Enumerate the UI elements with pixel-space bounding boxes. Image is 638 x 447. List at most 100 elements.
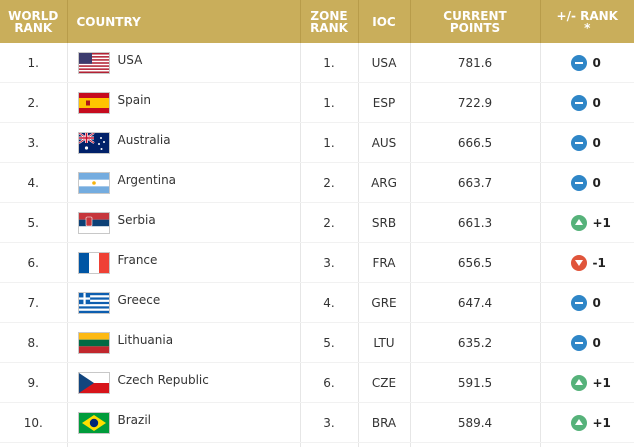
country-name[interactable]: Australia bbox=[118, 133, 171, 147]
zone-rank-cell: 2. bbox=[300, 163, 358, 203]
country-name[interactable]: USA bbox=[118, 53, 143, 67]
rank-change-cell: 0 bbox=[540, 83, 634, 123]
header-rank-change[interactable]: +/- RANK * bbox=[540, 0, 634, 43]
country-name[interactable]: Czech Republic bbox=[118, 373, 209, 387]
country-name[interactable]: Spain bbox=[118, 93, 152, 107]
minus-icon bbox=[571, 295, 587, 311]
country-cell: Spain bbox=[67, 83, 300, 123]
points-cell: 591.5 bbox=[410, 363, 540, 403]
points-cell: 781.6 bbox=[410, 43, 540, 83]
arrow-up-icon bbox=[571, 215, 587, 231]
rank-change-cell: 0 bbox=[540, 43, 634, 83]
zone-rank: 4. bbox=[323, 296, 334, 310]
ioc-code: USA bbox=[372, 56, 397, 70]
ioc-code: ESP bbox=[373, 96, 395, 110]
zone-rank: 6. bbox=[323, 376, 334, 390]
points-cell: 589.4 bbox=[410, 403, 540, 443]
header-world-rank-line2: RANK bbox=[14, 21, 52, 35]
ioc-cell: AUS bbox=[358, 123, 410, 163]
country-name[interactable]: Lithuania bbox=[118, 333, 174, 347]
partial-cell bbox=[540, 443, 634, 447]
header-world-rank[interactable]: WORLD RANK bbox=[0, 0, 67, 43]
world-rank-cell: 5. bbox=[0, 203, 67, 243]
ioc-code: BRA bbox=[372, 416, 396, 430]
table-row[interactable]: 9. Czech Republic 6. CZE 591.5 +1 bbox=[0, 363, 634, 403]
zone-rank: 2. bbox=[323, 216, 334, 230]
current-points: 591.5 bbox=[458, 376, 492, 390]
serbia-flag-icon bbox=[78, 212, 110, 234]
country-cell: Greece bbox=[67, 283, 300, 323]
world-rank-cell: 7. bbox=[0, 283, 67, 323]
rank-change-cell: 0 bbox=[540, 123, 634, 163]
ioc-cell: FRA bbox=[358, 243, 410, 283]
current-points: 663.7 bbox=[458, 176, 492, 190]
rank-change-value: 0 bbox=[593, 176, 601, 190]
czech-flag-icon bbox=[78, 372, 110, 394]
points-cell: 666.5 bbox=[410, 123, 540, 163]
header-zone-rank[interactable]: ZONE RANK bbox=[300, 0, 358, 43]
header-current-points[interactable]: CURRENT POINTS bbox=[410, 0, 540, 43]
world-rank-cell: 10. bbox=[0, 403, 67, 443]
arrow-up-icon bbox=[571, 375, 587, 391]
country-cell: Czech Republic bbox=[67, 363, 300, 403]
country-name[interactable]: Argentina bbox=[118, 173, 177, 187]
current-points: 666.5 bbox=[458, 136, 492, 150]
table-row-partial bbox=[0, 443, 634, 447]
country-cell: Lithuania bbox=[67, 323, 300, 363]
table-row[interactable]: 4. Argentina 2. ARG 663.7 0 bbox=[0, 163, 634, 203]
rank-change-cell: 0 bbox=[540, 323, 634, 363]
points-cell: 656.5 bbox=[410, 243, 540, 283]
current-points: 661.3 bbox=[458, 216, 492, 230]
lithuania-flag-icon bbox=[78, 332, 110, 354]
ioc-cell: CZE bbox=[358, 363, 410, 403]
header-ioc[interactable]: IOC bbox=[358, 0, 410, 43]
country-name[interactable]: Serbia bbox=[118, 213, 156, 227]
zone-rank: 2. bbox=[323, 176, 334, 190]
rank-change-value: +1 bbox=[593, 376, 611, 390]
rank-change-value: 0 bbox=[593, 296, 601, 310]
header-country[interactable]: COUNTRY bbox=[67, 0, 300, 43]
usa-flag-icon bbox=[78, 52, 110, 74]
australia-flag-icon bbox=[78, 132, 110, 154]
zone-rank-cell: 3. bbox=[300, 243, 358, 283]
header-rank-change-line2: * bbox=[584, 21, 590, 35]
zone-rank-cell: 1. bbox=[300, 43, 358, 83]
country-name[interactable]: Greece bbox=[118, 293, 161, 307]
rank-change-value: 0 bbox=[593, 96, 601, 110]
ioc-code: ARG bbox=[371, 176, 397, 190]
spain-flag-icon bbox=[78, 92, 110, 114]
current-points: 589.4 bbox=[458, 416, 492, 430]
world-rank: 4. bbox=[28, 176, 39, 190]
rank-change-value: 0 bbox=[593, 136, 601, 150]
points-cell: 647.4 bbox=[410, 283, 540, 323]
zone-rank: 1. bbox=[323, 56, 334, 70]
points-cell: 722.9 bbox=[410, 83, 540, 123]
country-cell: Serbia bbox=[67, 203, 300, 243]
zone-rank-cell: 3. bbox=[300, 403, 358, 443]
world-rank: 5. bbox=[28, 216, 39, 230]
minus-icon bbox=[571, 335, 587, 351]
country-name[interactable]: Brazil bbox=[118, 413, 152, 427]
rank-change-value: +1 bbox=[593, 216, 611, 230]
world-rank: 9. bbox=[28, 376, 39, 390]
zone-rank: 1. bbox=[323, 96, 334, 110]
zone-rank-cell: 4. bbox=[300, 283, 358, 323]
header-ioc-label: IOC bbox=[372, 15, 395, 29]
ioc-cell: USA bbox=[358, 43, 410, 83]
ioc-code: AUS bbox=[372, 136, 397, 150]
rank-change-value: -1 bbox=[593, 256, 606, 270]
argentina-flag-icon bbox=[78, 172, 110, 194]
country-name[interactable]: France bbox=[118, 253, 158, 267]
world-rank: 8. bbox=[28, 336, 39, 350]
points-cell: 661.3 bbox=[410, 203, 540, 243]
world-rank: 7. bbox=[28, 296, 39, 310]
country-cell: Argentina bbox=[67, 163, 300, 203]
